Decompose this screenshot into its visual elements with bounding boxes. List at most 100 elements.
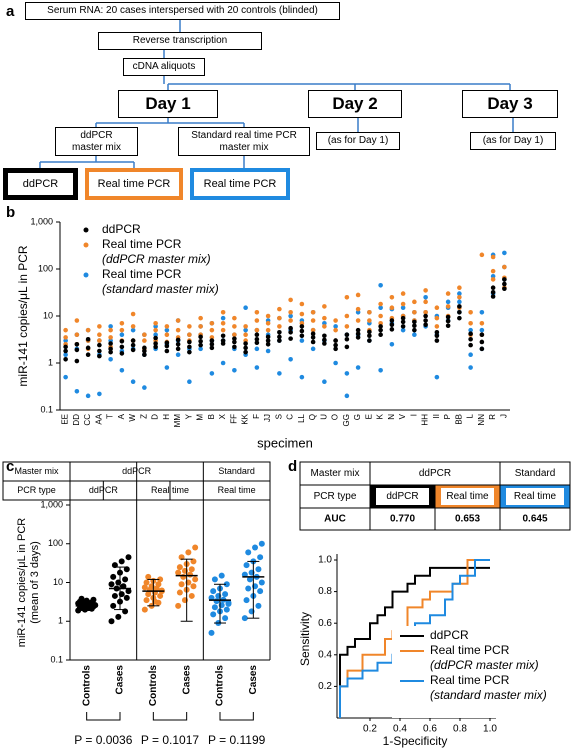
flow-box: Day 3 (462, 90, 558, 118)
data-point (130, 342, 136, 348)
legend-label: Real time PCR (102, 267, 182, 281)
data-point (299, 374, 305, 380)
data-point (310, 327, 316, 333)
data-point (355, 331, 361, 337)
data-point (445, 323, 451, 329)
x-tick-label: Q (308, 414, 317, 420)
x-tick-label: N (387, 414, 396, 420)
data-point (108, 581, 115, 588)
data-point (108, 618, 115, 625)
data-point (490, 268, 496, 274)
y-tick-label: 0.4 (318, 649, 332, 660)
data-point (378, 313, 383, 319)
data-point (445, 318, 451, 324)
x-tick-label: Controls (215, 665, 226, 707)
panel-label: d (288, 458, 297, 475)
data-point (164, 343, 170, 349)
data-point (85, 345, 91, 351)
x-tick-label: FF (229, 414, 238, 424)
x-tick-label: Cases (248, 665, 259, 695)
data-point (255, 602, 262, 609)
data-point (111, 592, 118, 599)
data-point (257, 554, 264, 561)
data-point (468, 342, 473, 348)
data-point (190, 558, 197, 565)
data-point (187, 332, 192, 338)
data-point (143, 597, 150, 604)
x-tick-label: Z (139, 414, 148, 419)
data-point (400, 291, 406, 296)
data-point (457, 299, 462, 305)
data-point (479, 309, 485, 315)
p-value: P = 0.1017 (141, 733, 199, 747)
data-point (378, 324, 383, 329)
data-point (74, 341, 80, 347)
table-cell: 0.645 (522, 514, 547, 525)
data-point (265, 334, 271, 340)
data-point (63, 352, 68, 358)
data-point (115, 613, 122, 620)
data-point (344, 371, 350, 376)
data-point (97, 353, 102, 359)
data-point (378, 367, 383, 373)
data-point (434, 333, 440, 339)
legend-swatch (83, 242, 89, 248)
data-point (322, 337, 327, 343)
data-point (232, 332, 237, 338)
data-point (145, 573, 152, 580)
data-point (211, 576, 218, 583)
data-point (243, 345, 248, 351)
data-point (277, 306, 282, 312)
data-point (243, 332, 248, 338)
data-point (457, 294, 462, 300)
y-tick-label: 100 (38, 263, 53, 273)
x-tick-label: II (432, 414, 441, 418)
data-point (198, 334, 203, 340)
comparison-bracket (86, 712, 121, 721)
x-tick-label: I (409, 414, 418, 416)
data-point (153, 341, 158, 346)
x-tick-label: K (376, 413, 385, 419)
data-point (119, 344, 125, 350)
y-tick-label: 100 (48, 538, 63, 548)
header-cell: Master mix (14, 466, 59, 476)
data-point (400, 301, 406, 307)
data-point (85, 327, 91, 333)
data-point (141, 584, 148, 591)
data-point (479, 320, 485, 326)
x-tick-label: E (364, 414, 373, 419)
data-point (355, 306, 361, 312)
x-tick-label: JJ (263, 414, 272, 422)
x-tick-label: KK (241, 413, 250, 424)
x-axis-title: specimen (257, 435, 313, 450)
data-point (378, 301, 383, 307)
x-tick-label: BB (454, 414, 463, 425)
data-point (277, 334, 282, 340)
data-point (490, 294, 496, 299)
data-point (97, 348, 102, 354)
data-point (63, 344, 68, 350)
data-point (153, 324, 158, 329)
data-point (176, 564, 183, 571)
data-point (389, 318, 395, 323)
legend-detail: (standard master mix) (102, 282, 219, 296)
y-tick-label: 0.2 (318, 681, 332, 692)
flow-box: Standard real time PCR master mix (178, 127, 310, 156)
data-point (423, 318, 428, 323)
data-point (188, 566, 195, 573)
data-point (175, 327, 181, 333)
table-cell: Real time (446, 491, 489, 502)
data-point (119, 367, 125, 373)
data-point (190, 583, 197, 590)
data-point (322, 320, 327, 326)
data-point (108, 324, 113, 329)
data-point (223, 581, 230, 588)
data-point (255, 566, 262, 573)
x-tick-label: 0.6 (423, 724, 437, 735)
data-point (142, 385, 147, 390)
data-point (78, 595, 85, 602)
data-point (209, 338, 215, 343)
data-point (74, 332, 80, 338)
legend-detail: (ddPCR master mix) (102, 252, 211, 266)
data-point (175, 318, 181, 323)
